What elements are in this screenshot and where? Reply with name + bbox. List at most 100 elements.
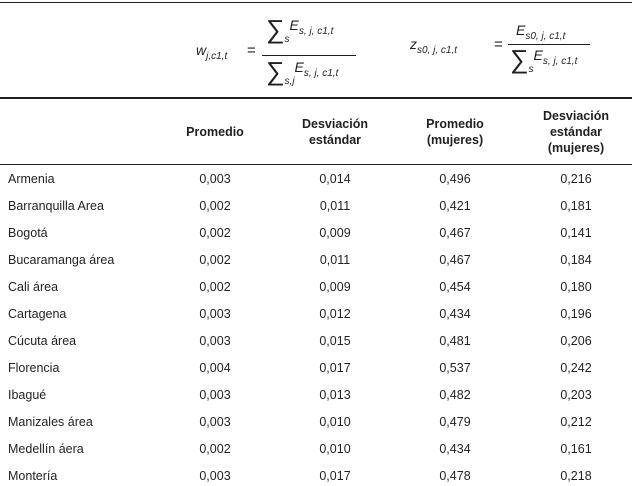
subscript: s0, j, c1,t (417, 44, 458, 56)
row-label: Barranquilla Area (8, 198, 104, 213)
cell: 0,203 (560, 387, 592, 402)
header-cell: Desviación estándar (mujeres) (520, 100, 632, 165)
table-row: Florencia 0,004 0,017 0,537 0,242 (0, 354, 632, 381)
table-row: Bucaramanga área 0,002 0,011 0,467 0,184 (0, 246, 632, 273)
cell: 0,478 (439, 468, 471, 483)
row-label: Cali área (8, 279, 59, 294)
subscript: s (528, 63, 534, 75)
cell: 0,196 (560, 306, 592, 321)
symbol: E (533, 47, 543, 63)
cell: 0,012 (319, 306, 351, 321)
row-label: Bogotá (8, 225, 48, 240)
cell: 0,467 (439, 225, 471, 240)
formula-lhs: zs0, j, c1,t (410, 36, 457, 56)
denominator: ∑s,jEs, j, c1,t (266, 56, 338, 87)
cell: 0,481 (439, 333, 471, 348)
table-row: Armenia 0,003 0,014 0,496 0,216 (0, 165, 632, 193)
cell: 0,434 (439, 441, 471, 456)
header-text: Promedio (mujeres) (426, 117, 484, 147)
cell: 0,454 (439, 279, 471, 294)
cell: 0,496 (439, 171, 471, 186)
cell: 0,003 (199, 333, 231, 348)
subscript: s (284, 33, 290, 45)
table-row: Bogotá 0,002 0,009 0,467 0,141 (0, 219, 632, 246)
table-row: Montería 0,003 0,017 0,478 0,218 (0, 462, 632, 486)
cell: 0,537 (439, 360, 471, 375)
cell: 0,003 (199, 306, 231, 321)
symbol: z (410, 36, 417, 52)
cell: 0,003 (199, 171, 231, 186)
fraction-bar (508, 44, 590, 45)
symbol: w (196, 42, 207, 58)
cell: 0,003 (199, 387, 231, 402)
cell: 0,434 (439, 306, 471, 321)
subscript: s, j, c1,t (542, 55, 578, 67)
cell: 0,002 (199, 198, 231, 213)
header-cell: Promedio (mujeres) (390, 100, 520, 165)
header-cell: Promedio (150, 100, 280, 165)
table-row: Medellín áera 0,002 0,010 0,434 0,161 (0, 435, 632, 462)
row-label: Cartagena (8, 306, 67, 321)
cell: 0,004 (199, 360, 231, 375)
sum: ∑ (266, 56, 285, 86)
header-rule (0, 97, 632, 99)
cell: 0,010 (319, 414, 351, 429)
cell: 0,010 (319, 441, 351, 456)
cell: 0,212 (560, 414, 592, 429)
cell: 0,011 (319, 198, 351, 213)
denominator: ∑sEs, j, c1,t (510, 44, 577, 75)
sum: ∑ (266, 14, 285, 44)
cell: 0,467 (439, 252, 471, 267)
header-text: Desviación estándar (mujeres) (542, 109, 609, 155)
cell: 0,002 (199, 441, 231, 456)
cell: 0,242 (560, 360, 592, 375)
cell: 0,479 (439, 414, 471, 429)
cell: 0,003 (199, 414, 231, 429)
row-label: Florencia (8, 360, 60, 375)
row-label: Armenia (8, 171, 55, 186)
equals: = (494, 36, 503, 53)
symbol: E (294, 59, 304, 75)
table-row: Ibagué 0,003 0,013 0,482 0,203 (0, 381, 632, 408)
row-label: Medellín áera (8, 441, 84, 456)
sum: ∑ (510, 44, 529, 74)
equals: = (247, 42, 256, 59)
cell: 0,218 (560, 468, 592, 483)
numerator: ∑sEs, j, c1,t (266, 14, 333, 45)
cell: 0,141 (560, 225, 592, 240)
fraction-bar (262, 55, 356, 56)
row-label: Ibagué (8, 387, 47, 402)
subscript: s, j, c1,t (303, 67, 339, 79)
subscript: j,c1,t (206, 50, 228, 62)
cell: 0,011 (319, 252, 351, 267)
cell: 0,017 (319, 360, 351, 375)
cell: 0,003 (199, 468, 231, 483)
header-text: Desviación estándar (301, 117, 368, 147)
table-row: Barranquilla Area 0,002 0,011 0,421 0,181 (0, 192, 632, 219)
symbol: E (516, 22, 526, 38)
formula-lhs: wj,c1,t (196, 42, 227, 62)
cell: 0,015 (319, 333, 351, 348)
table-row: Cartagena 0,003 0,012 0,434 0,196 (0, 300, 632, 327)
symbol: E (289, 17, 299, 33)
cell: 0,009 (319, 225, 351, 240)
cell: 0,206 (560, 333, 592, 348)
row-label: Manizales área (8, 414, 93, 429)
header-cell (0, 100, 150, 165)
table-row: Cali área 0,002 0,009 0,454 0,180 (0, 273, 632, 300)
row-label: Montería (8, 468, 58, 483)
cell: 0,161 (560, 441, 592, 456)
cell: 0,180 (560, 279, 592, 294)
cell: 0,017 (319, 468, 351, 483)
cell: 0,181 (560, 198, 592, 213)
table-row: Manizales área 0,003 0,010 0,479 0,212 (0, 408, 632, 435)
numerator: Es0, j, c1,t (516, 22, 565, 42)
cell: 0,002 (199, 225, 231, 240)
cell: 0,482 (439, 387, 471, 402)
subscript: s,j (284, 75, 295, 87)
row-label: Cúcuta área (8, 333, 77, 348)
header-cell: Desviación estándar (280, 100, 390, 165)
row-label: Bucaramanga área (8, 252, 115, 267)
cell: 0,216 (560, 171, 592, 186)
